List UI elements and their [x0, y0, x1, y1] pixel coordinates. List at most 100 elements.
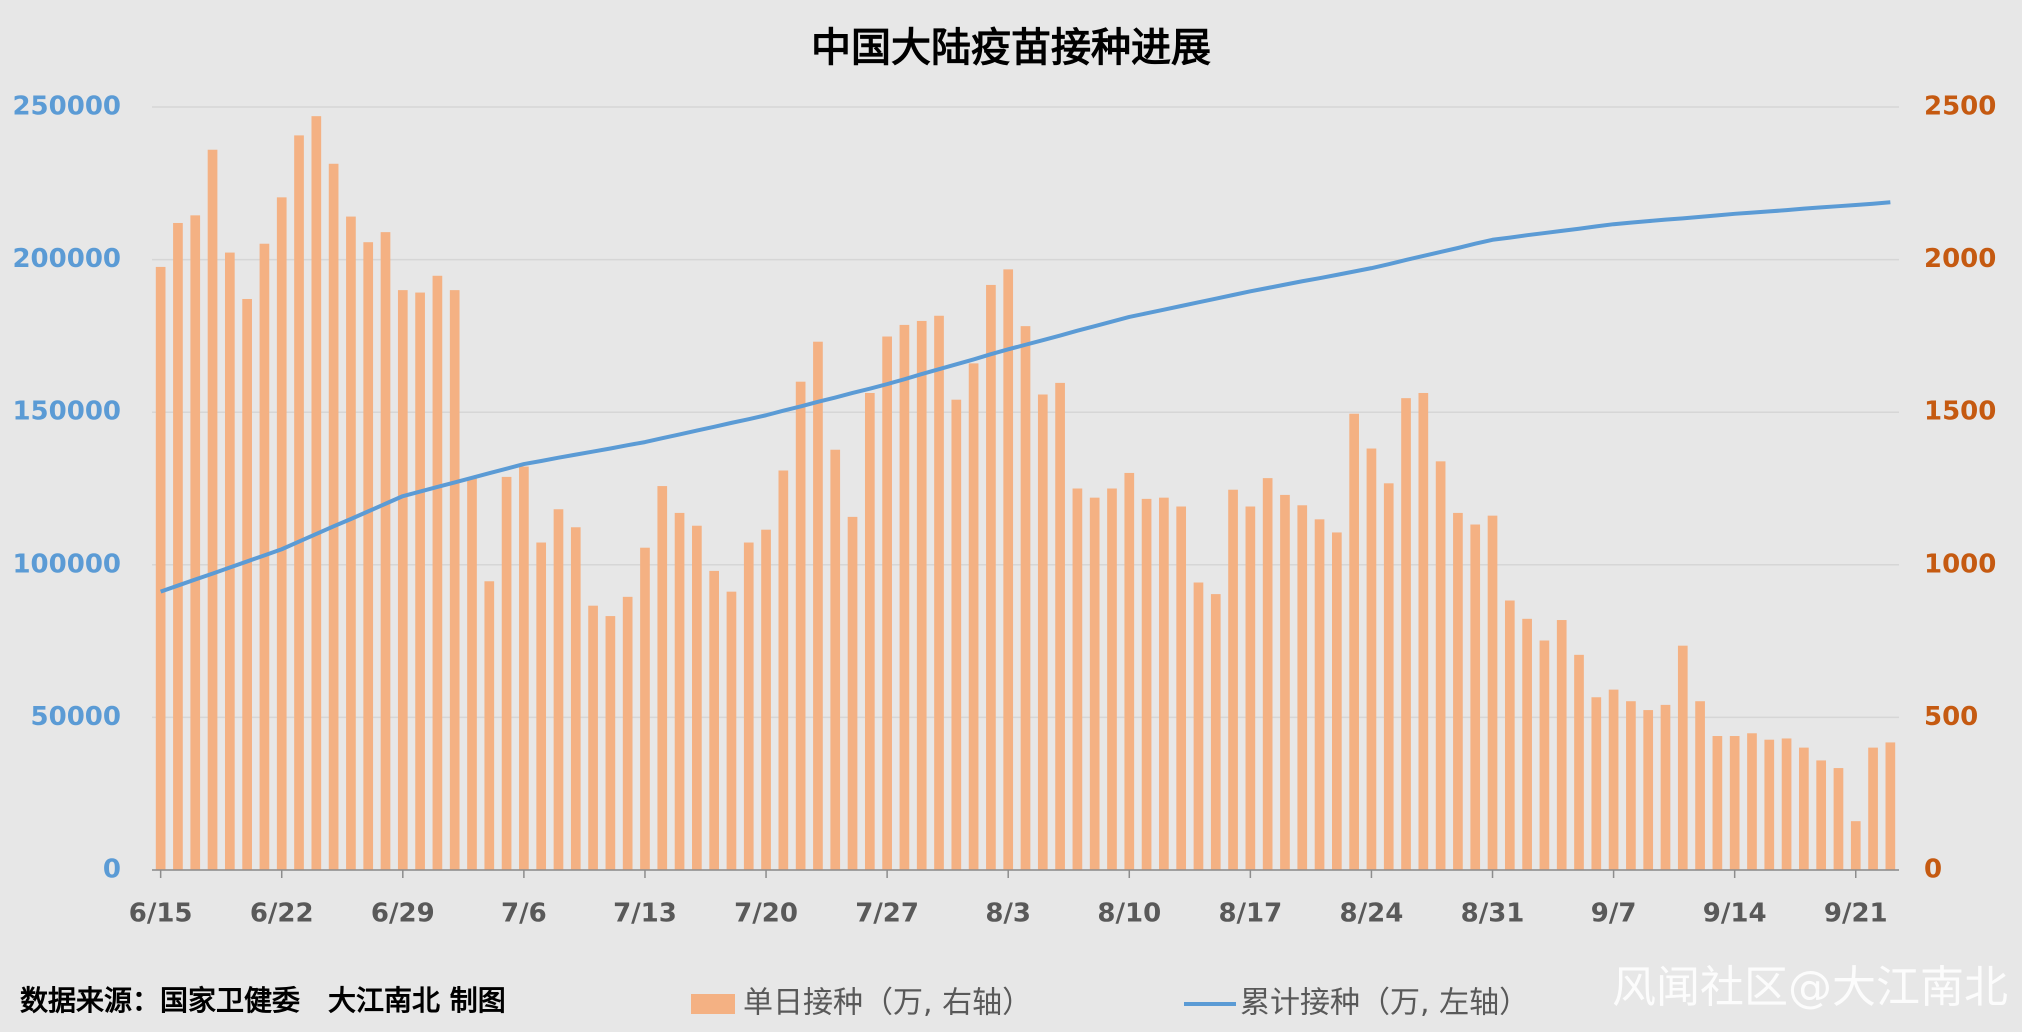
bar	[605, 616, 616, 870]
bar	[830, 449, 841, 870]
bar	[588, 605, 598, 870]
bar	[449, 290, 460, 870]
bar	[847, 516, 858, 870]
bar	[882, 336, 892, 871]
x-tick-label: 8/3	[985, 899, 1031, 929]
bar	[155, 266, 166, 870]
y-tick-label: 0	[103, 855, 121, 885]
bar	[224, 252, 235, 871]
bar	[1089, 497, 1100, 870]
bar	[346, 216, 356, 871]
y-tick-label: 150000	[12, 397, 121, 427]
bar	[1003, 269, 1014, 870]
bar	[1574, 654, 1584, 870]
x-tick-label: 9/7	[1591, 899, 1637, 929]
bar	[432, 275, 443, 870]
bar	[1522, 618, 1532, 870]
bar	[1556, 620, 1567, 870]
bar	[1695, 701, 1705, 870]
bar	[1176, 506, 1187, 870]
legend-swatch	[691, 994, 735, 1014]
bar	[1107, 488, 1117, 870]
x-tick-label: 6/15	[129, 899, 193, 929]
y-tick-label: 200000	[12, 244, 121, 274]
bar	[397, 290, 408, 870]
bar	[1349, 413, 1359, 870]
bar	[380, 232, 391, 870]
bar	[761, 529, 771, 870]
bar	[1383, 483, 1394, 870]
source-note: 数据来源：国家卫健委 大江南北 制图	[20, 984, 506, 1017]
x-tick-label: 8/17	[1218, 899, 1282, 929]
bar	[692, 525, 702, 870]
bar	[536, 542, 547, 870]
bar	[207, 149, 218, 870]
bar	[415, 292, 425, 870]
bar	[1799, 747, 1809, 870]
chart-title: 中国大陆疫苗接种进展	[811, 25, 1211, 71]
bar	[501, 476, 512, 870]
bar	[553, 509, 564, 870]
bar	[1020, 326, 1031, 870]
bar	[467, 478, 477, 870]
bar	[778, 470, 789, 870]
bar	[622, 596, 633, 870]
bar	[1297, 505, 1308, 870]
bar	[294, 135, 304, 870]
bar	[519, 466, 529, 870]
bar	[484, 581, 495, 870]
bar	[1366, 448, 1377, 870]
x-tick-label: 8/24	[1340, 899, 1404, 929]
bar	[311, 116, 322, 870]
bar	[1470, 524, 1481, 870]
bar	[1868, 747, 1878, 870]
y-tick-label: 50000	[31, 702, 121, 732]
bar	[1210, 594, 1221, 870]
y2-tick-label: 1500	[1924, 397, 1996, 427]
watermark: 风闻社区@大江南北	[1612, 962, 2008, 1013]
bar	[1401, 398, 1411, 870]
y-tick-label: 250000	[12, 92, 121, 122]
bar	[1504, 600, 1515, 870]
bar	[1280, 494, 1290, 870]
bar	[242, 298, 252, 870]
bar	[795, 381, 806, 870]
x-tick-label: 7/13	[613, 899, 677, 929]
bar	[1262, 478, 1273, 870]
y2-tick-label: 2000	[1924, 244, 1996, 274]
bar	[190, 215, 201, 870]
bar	[968, 363, 979, 870]
bar	[1141, 498, 1152, 870]
x-tick-label: 6/22	[250, 899, 314, 929]
bar	[899, 324, 910, 870]
bar	[1453, 512, 1463, 870]
bar	[743, 542, 754, 870]
y2-tick-label: 1000	[1924, 549, 1996, 579]
bar	[864, 392, 875, 870]
y2-tick-label: 2500	[1924, 92, 1996, 122]
bar	[1764, 739, 1775, 870]
x-tick-label: 8/10	[1097, 899, 1161, 929]
x-tick-label: 7/27	[855, 899, 919, 929]
y2-tick-label: 0	[1924, 855, 1942, 885]
bar	[640, 547, 650, 870]
bar	[1418, 392, 1429, 870]
y2-tick-label: 500	[1924, 702, 1978, 732]
bar	[813, 341, 823, 870]
bar	[1608, 689, 1619, 870]
x-tick-label: 8/31	[1461, 899, 1525, 929]
line	[159, 200, 1891, 594]
bar	[986, 284, 996, 870]
bar	[657, 486, 668, 870]
bar	[1072, 488, 1083, 870]
x-tick-label: 7/20	[734, 899, 798, 929]
bar	[1487, 515, 1498, 870]
bar	[1850, 821, 1861, 870]
bar	[173, 222, 183, 870]
bar	[709, 570, 719, 870]
bar	[328, 163, 339, 870]
legend-label: 累计接种（万, 左轴）	[1240, 986, 1529, 1021]
bar	[1228, 489, 1238, 870]
